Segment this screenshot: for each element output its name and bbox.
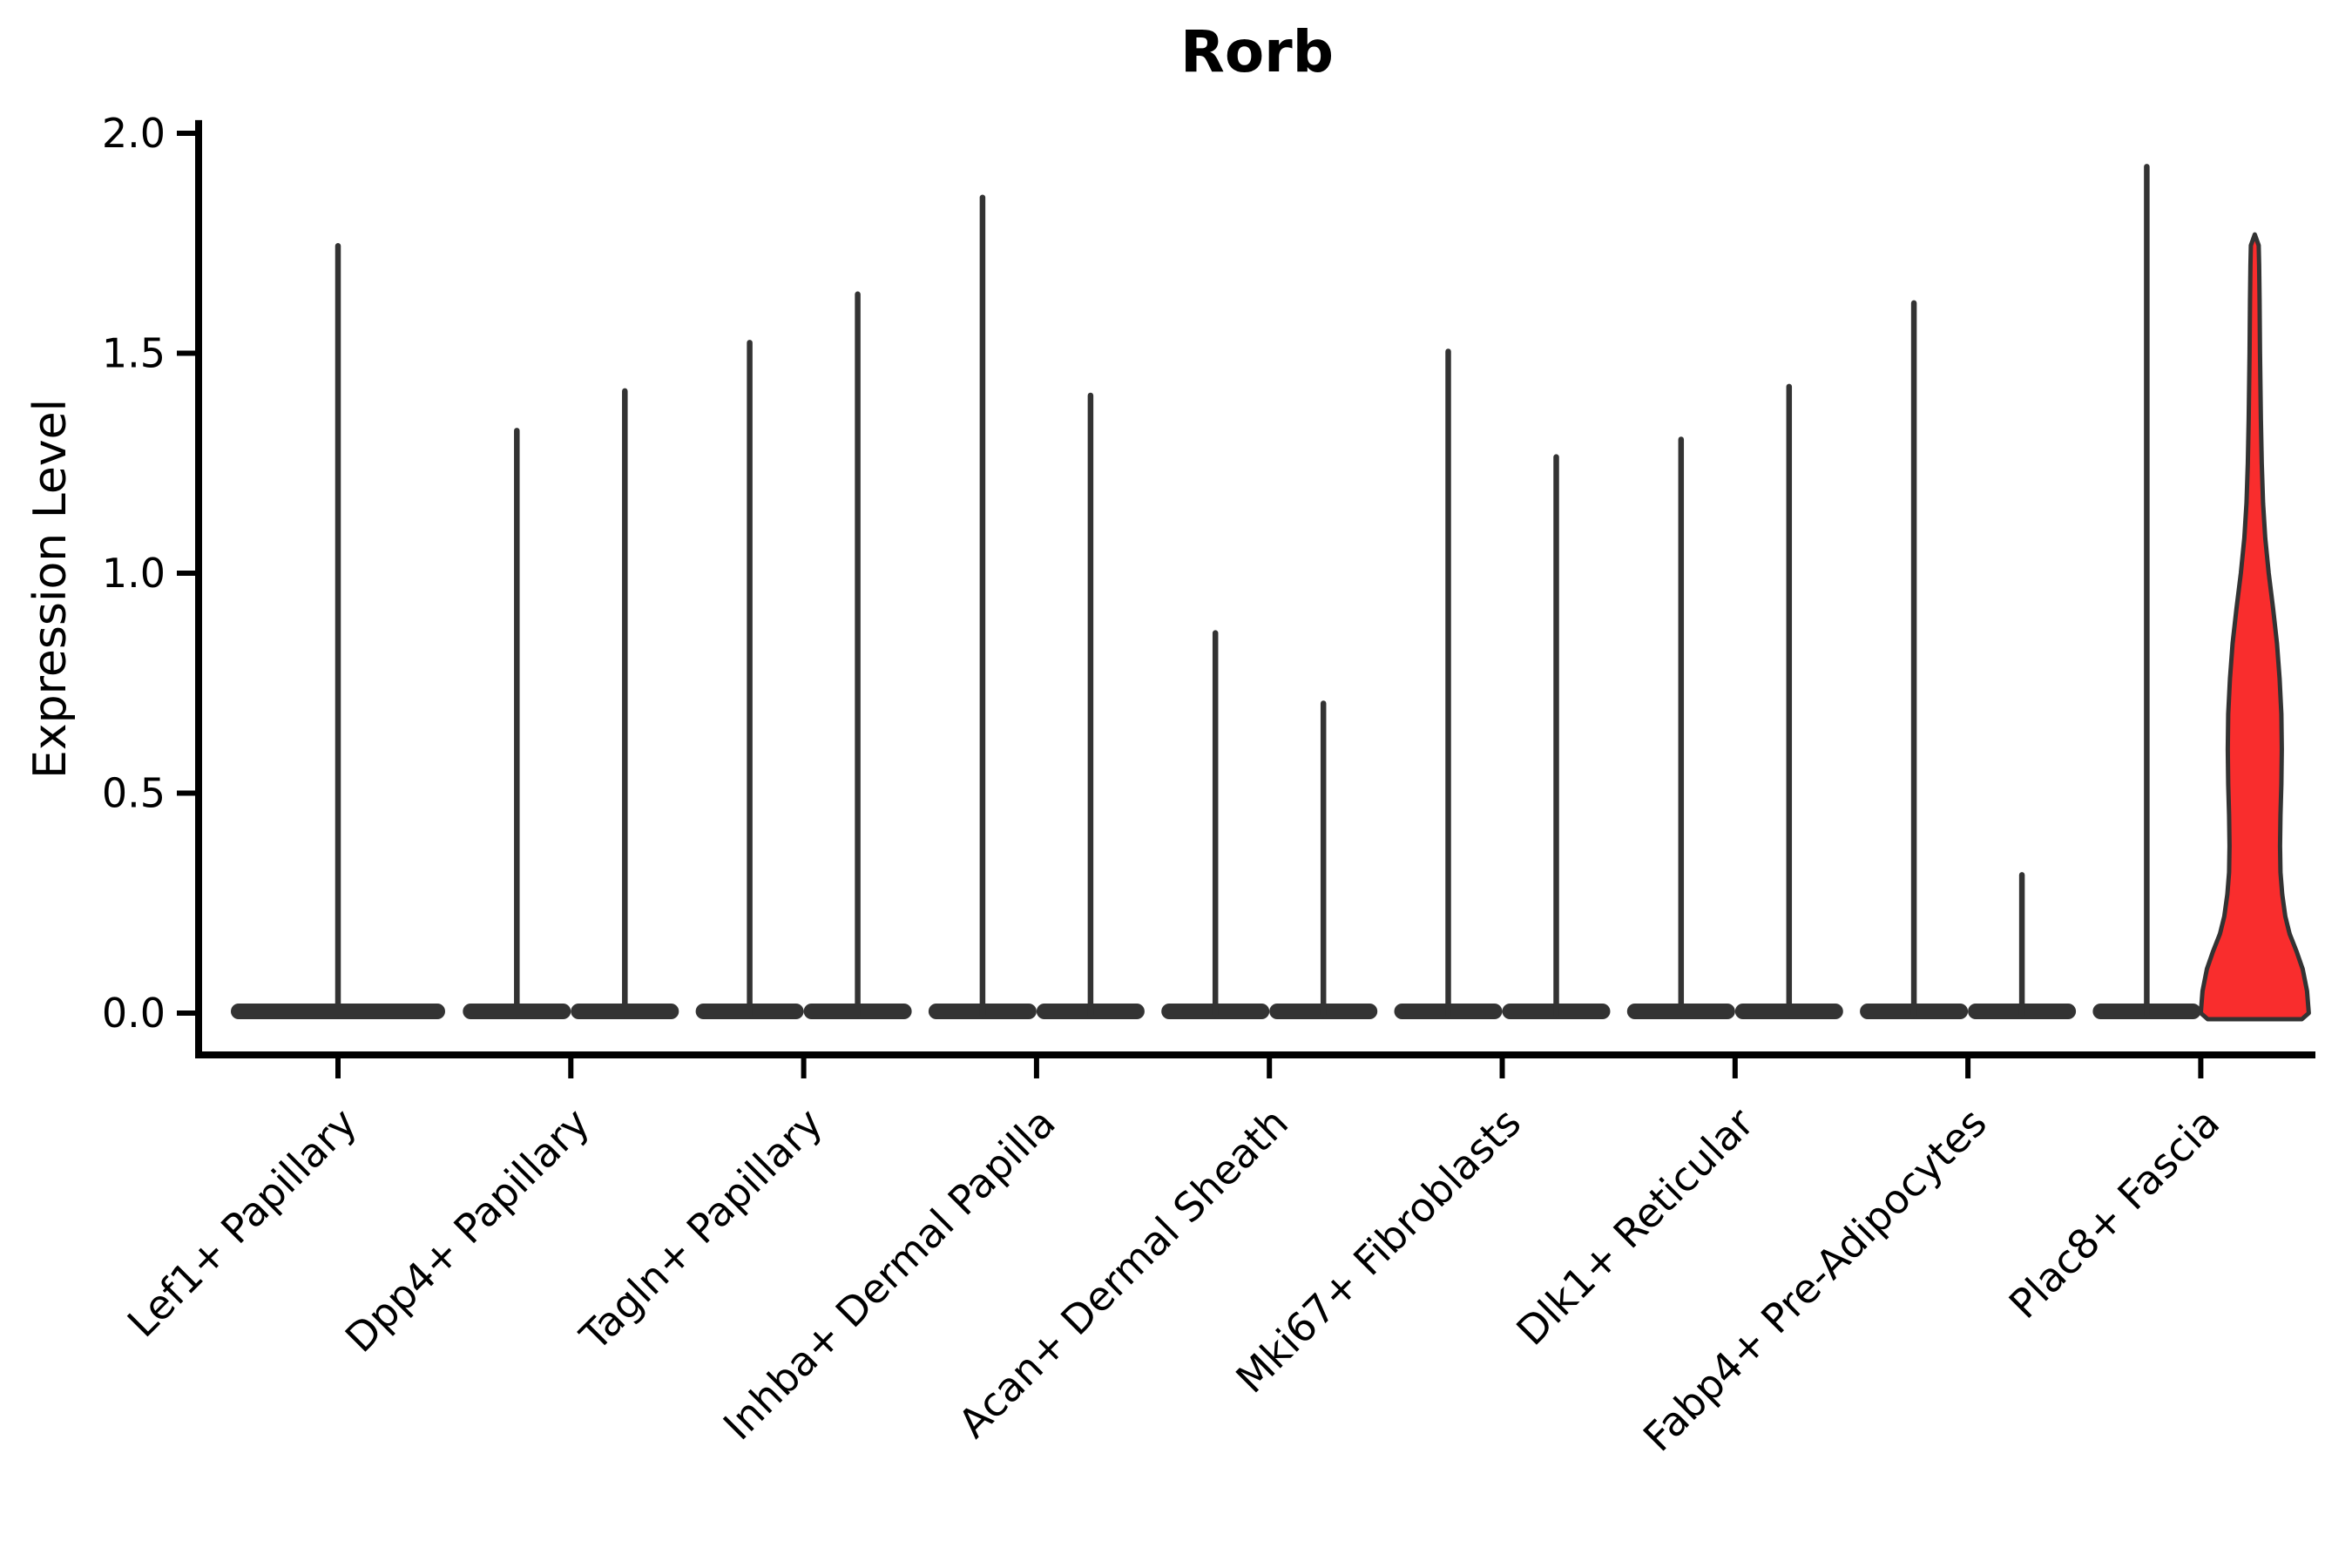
x-tick-label: Dlk1+ Reticular <box>1507 1099 1762 1355</box>
x-tick-label: Plac8+ Fascia <box>2000 1099 2228 1328</box>
y-tick-label: 0.0 <box>102 990 166 1037</box>
y-tick-label: 1.5 <box>102 330 166 377</box>
y-tick-label: 0.5 <box>102 770 166 817</box>
x-tick-label: Tagln+ Papillary <box>571 1099 832 1361</box>
y-tick-label: 1.0 <box>102 550 166 597</box>
x-tick-label: Lef1+ Papillary <box>118 1099 366 1347</box>
chart-title: Rorb <box>1180 18 1334 85</box>
x-tick-label: Dpp4+ Papillary <box>336 1099 598 1362</box>
violin-highlighted <box>2198 232 2311 1022</box>
y-tick-label: 2.0 <box>102 110 166 157</box>
